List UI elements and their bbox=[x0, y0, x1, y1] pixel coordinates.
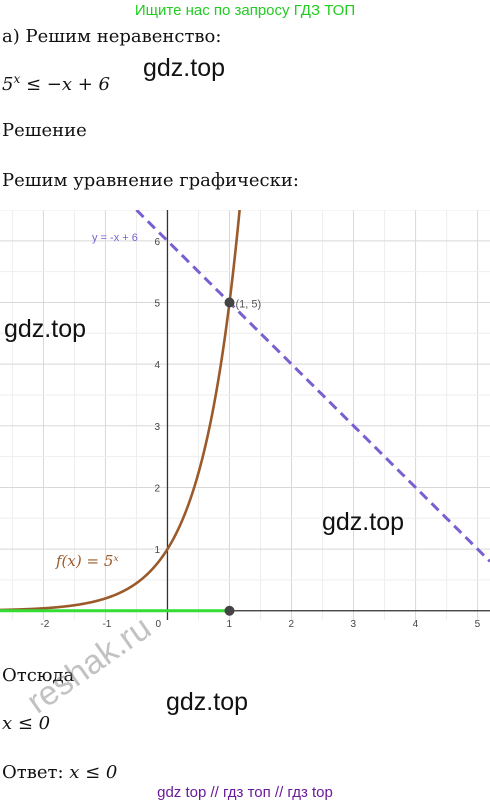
solve-graphically: Решим уравнение графически: bbox=[2, 170, 299, 191]
boundary-point bbox=[224, 605, 235, 616]
x-tick-label: -2 bbox=[40, 619, 49, 630]
answer: Ответ: x ≤ 0 bbox=[2, 762, 117, 783]
watermark-gdz-1: gdz.top bbox=[143, 54, 226, 82]
linear-line bbox=[135, 210, 490, 563]
inequality-rest: ≤ −x + 6 bbox=[20, 74, 110, 95]
inequality-exponent: x bbox=[13, 72, 21, 86]
x-tick-label: -1 bbox=[102, 619, 111, 630]
function-graph: -2 -1 0 1 2 3 4 5 1 2 3 4 5 6 y = -x + 6 f(x) = 5ˣ (1, … bbox=[0, 210, 490, 630]
intersection-point bbox=[224, 297, 235, 308]
point-label: (1, 5) bbox=[235, 298, 261, 310]
inequality-base: 5 bbox=[2, 74, 14, 95]
watermark-gdz-2: gdz.top bbox=[4, 315, 87, 343]
series bbox=[0, 210, 490, 612]
x-tick-label: 0 bbox=[155, 619, 161, 630]
exp-curve bbox=[0, 210, 241, 612]
top-banner: Ищите нас по запросу ГДЗ ТОП bbox=[134, 2, 356, 19]
watermark-gdz-4: gdz.top bbox=[166, 688, 249, 716]
y-tick-label: 6 bbox=[154, 237, 160, 248]
curve-label: f(x) = 5ˣ bbox=[55, 552, 119, 570]
line-label: y = -x + 6 bbox=[92, 232, 138, 244]
y-tick-label: 3 bbox=[154, 422, 160, 433]
answer-label: Ответ: bbox=[2, 762, 70, 783]
x-tick-label: 2 bbox=[289, 619, 295, 630]
hence-label: Отсюда bbox=[2, 665, 75, 686]
y-tick-label: 5 bbox=[154, 298, 160, 309]
tick-labels: -2 -1 0 1 2 3 4 5 1 2 3 4 5 6 y = -x + 6 f(x) = 5ˣ bbox=[40, 232, 480, 630]
marks: (1, 5) bbox=[0, 297, 261, 616]
inequality: 5x ≤ −x + 6 bbox=[2, 72, 110, 95]
footer-links: gdz top // гдз топ // гдз top bbox=[157, 784, 333, 801]
y-tick-label: 2 bbox=[154, 483, 160, 494]
y-tick-label: 1 bbox=[154, 545, 160, 556]
x-tick-label: 1 bbox=[226, 619, 232, 630]
watermark-gdz-3: gdz.top bbox=[322, 508, 405, 536]
x-tick-label: 4 bbox=[413, 619, 419, 630]
y-tick-label: 4 bbox=[154, 360, 160, 371]
task-heading: а) Решим неравенство: bbox=[2, 26, 222, 47]
x-tick-label: 3 bbox=[351, 619, 357, 630]
solution-label: Решение bbox=[2, 120, 87, 141]
grid bbox=[0, 210, 490, 620]
result: x ≤ 0 bbox=[2, 713, 51, 734]
x-tick-label: 5 bbox=[475, 619, 481, 630]
answer-value: x ≤ 0 bbox=[69, 762, 118, 783]
